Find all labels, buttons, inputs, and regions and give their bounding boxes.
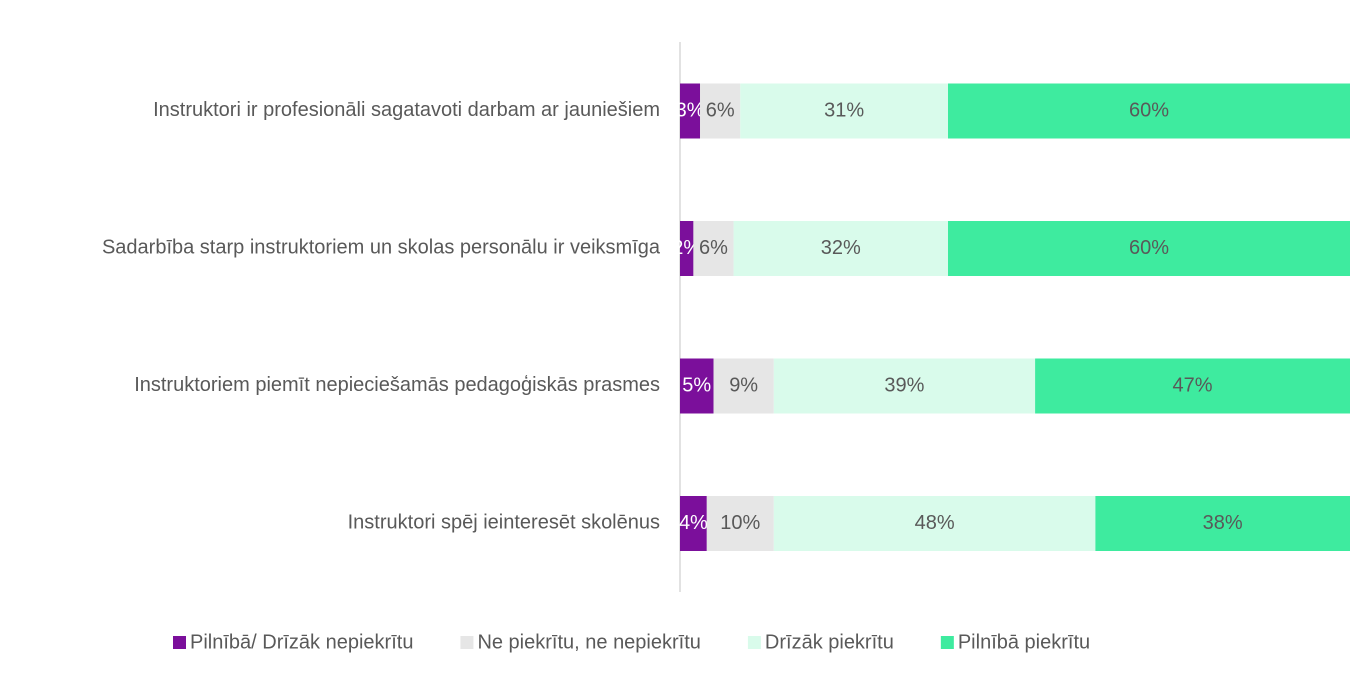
value-label: 47% xyxy=(1173,374,1213,396)
bar-segment xyxy=(680,83,701,139)
legend-swatch xyxy=(747,636,761,649)
bar-segment xyxy=(1035,358,1350,414)
bar-segment xyxy=(1095,496,1350,551)
bar-segment xyxy=(948,221,1350,276)
value-label: 31% xyxy=(824,99,864,121)
legend-label: Ne piekrītu, ne nepiekrītu xyxy=(477,631,700,653)
category-label: Instruktori spēj ieinteresēt skolēnus xyxy=(348,512,660,534)
value-label: 60% xyxy=(1129,237,1169,259)
value-label: 4% xyxy=(679,512,708,534)
legend-label: Pilnībā piekrītu xyxy=(958,631,1090,653)
value-label: 39% xyxy=(884,374,924,396)
bar-segment xyxy=(948,83,1350,139)
value-label: 6% xyxy=(699,237,728,259)
bar-segment xyxy=(700,83,741,139)
value-label: 32% xyxy=(821,237,861,259)
bar-segment xyxy=(680,221,694,276)
value-label: 9% xyxy=(729,374,758,396)
bar-segment xyxy=(773,358,1036,414)
bar-segment xyxy=(680,496,707,551)
value-label: 6% xyxy=(706,99,735,121)
category-label: Instruktori ir profesionāli sagatavoti d… xyxy=(153,99,660,121)
value-label: 38% xyxy=(1203,512,1243,534)
bar-segment xyxy=(693,221,734,276)
category-label: Instruktoriem piemīt nepieciešamās pedag… xyxy=(134,374,660,396)
legend-swatch xyxy=(460,636,474,649)
legend-label: Drīzāk piekrītu xyxy=(765,631,894,653)
value-label: 60% xyxy=(1129,99,1169,121)
value-label: 3% xyxy=(676,99,705,121)
bar-segment xyxy=(713,358,774,414)
legend-label: Pilnībā/ Drīzāk nepiekrītu xyxy=(190,631,413,653)
bar-segment xyxy=(733,221,948,276)
bar-segment xyxy=(773,496,1096,551)
category-label: Sadarbība starp instruktoriem un skolas … xyxy=(102,237,661,259)
value-label: 10% xyxy=(720,512,760,534)
value-label: 48% xyxy=(915,512,955,534)
value-label: 5% xyxy=(682,374,711,396)
bar-segment xyxy=(680,358,714,414)
legend-swatch xyxy=(940,636,954,649)
bar-segment xyxy=(740,83,948,139)
legend-swatch xyxy=(173,636,186,649)
bar-segment xyxy=(706,496,774,551)
